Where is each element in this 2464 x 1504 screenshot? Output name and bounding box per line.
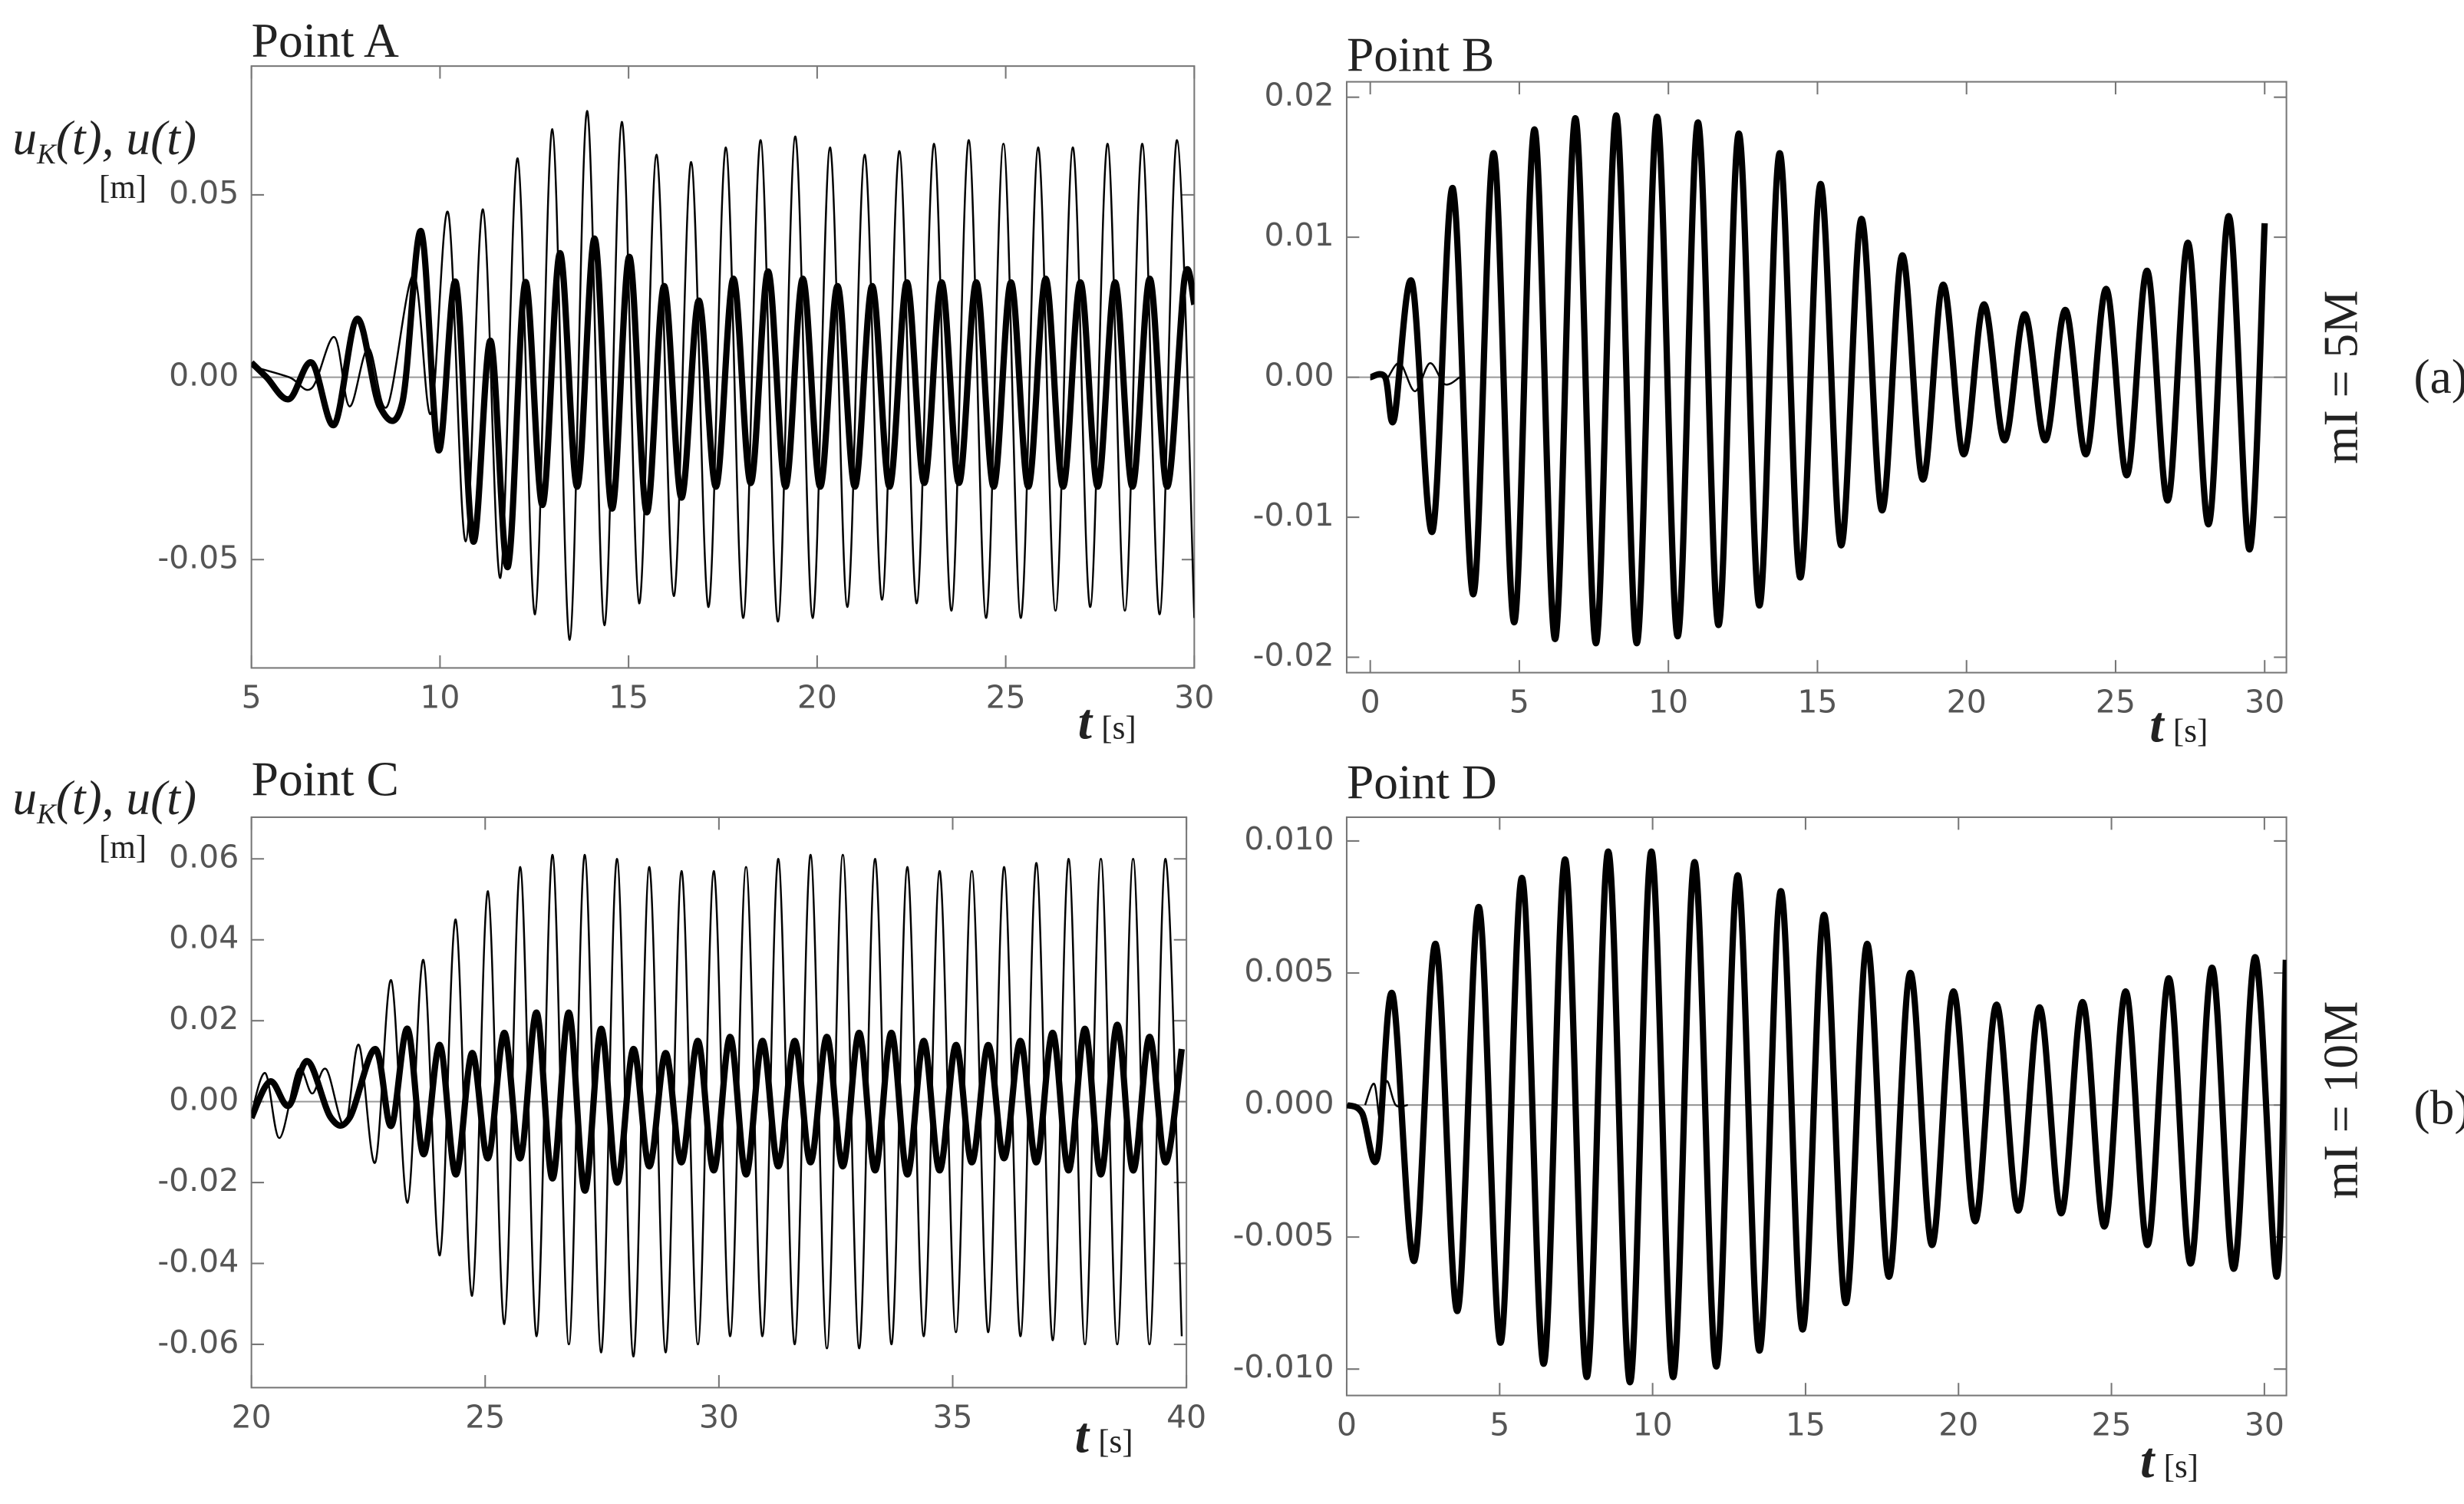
- x-tick-label: 10: [1648, 684, 1688, 721]
- x-tick-label: 30: [2245, 684, 2284, 721]
- x-tick-label: 0: [1361, 684, 1380, 721]
- x-tick-label: 20: [1938, 1407, 1978, 1443]
- y-tick-label: 0.02: [169, 1000, 239, 1037]
- panel-title: Point C: [252, 751, 399, 806]
- x-tick-label: 25: [986, 678, 1026, 715]
- y-tick-label: -0.06: [157, 1324, 239, 1361]
- x-tick-label: 25: [2092, 1407, 2132, 1443]
- y-label-main: u: [12, 770, 37, 825]
- y-unit: [m]: [99, 830, 147, 866]
- x-tick-label: 5: [1489, 1407, 1509, 1443]
- panel-title: Point B: [1347, 27, 1494, 81]
- x-tick-label: 20: [232, 1398, 272, 1435]
- panel-label: (b): [2413, 1080, 2464, 1134]
- panel-title: Point D: [1347, 754, 1497, 809]
- y-axis-label: uK(t), u(t): [12, 110, 196, 170]
- x-var: t: [2149, 698, 2165, 754]
- y-tick-label: 0.010: [1244, 820, 1334, 857]
- y-label-main: u: [12, 110, 37, 165]
- x-tick-label: 15: [609, 678, 648, 715]
- x-tick-label: 10: [1633, 1407, 1673, 1443]
- y-tick-label: -0.02: [1253, 637, 1334, 674]
- panel-title: Point A: [252, 13, 399, 68]
- x-tick-label: 5: [1509, 684, 1529, 721]
- panel: 0 5 10 15 20 25 30 0.010 0.005 0.000 -0.005 -0.010 P…: [1233, 754, 2464, 1489]
- x-var: t: [1078, 695, 1093, 750]
- y-tick-label: 0.005: [1244, 952, 1334, 989]
- x-tick-label: 15: [1786, 1407, 1826, 1443]
- x-tick-label: 25: [465, 1398, 505, 1435]
- y-tick-label: 0.00: [169, 1081, 239, 1118]
- y-unit: [m]: [99, 170, 147, 206]
- series-line: [251, 1009, 1186, 1194]
- series-line: [251, 228, 1195, 570]
- x-tick-label: 10: [420, 678, 460, 715]
- x-tick-label: 30: [1174, 678, 1214, 715]
- y-tick-label: 0.04: [169, 919, 239, 956]
- row-label: mI = 5M: [2314, 290, 2368, 463]
- x-axis-label: t [s]: [1078, 695, 1136, 750]
- y-tick-label: 0.05: [169, 174, 239, 211]
- y-label-sub: K: [36, 138, 58, 170]
- y-tick-label: 0.06: [169, 838, 239, 875]
- x-tick-label: 20: [1947, 684, 1987, 721]
- y-tick-label: -0.02: [157, 1162, 239, 1199]
- x-tick-label: 20: [797, 678, 837, 715]
- y-tick-label: 0.02: [1264, 77, 1334, 114]
- x-tick-label: 5: [242, 678, 262, 715]
- y-tick-label: -0.04: [157, 1242, 239, 1279]
- y-tick-label: 0.01: [1264, 216, 1334, 253]
- x-tick-label: 0: [1337, 1407, 1357, 1443]
- x-tick-label: 40: [1166, 1398, 1206, 1435]
- x-axis-label: t [s]: [2149, 698, 2208, 754]
- y-tick-label: -0.05: [157, 539, 239, 576]
- y-tick-label: -0.01: [1253, 496, 1334, 533]
- x-unit: [s]: [1101, 711, 1136, 747]
- x-tick-label: 35: [932, 1398, 972, 1435]
- y-tick-label: -0.005: [1233, 1216, 1334, 1253]
- y-tick-label: 0.000: [1244, 1084, 1334, 1121]
- x-unit: [s]: [2164, 1449, 2198, 1485]
- x-var: t: [2140, 1433, 2156, 1489]
- x-tick-label: 30: [2245, 1407, 2284, 1443]
- panel: 20 25 30 35 40 0.06 0.04 0.02 0.00 -0.02 -0.04 -0.0…: [12, 751, 1206, 1463]
- series-line: [1369, 112, 2268, 647]
- y-tick-label: -0.010: [1233, 1348, 1334, 1385]
- panel-label: (a): [2413, 349, 2464, 404]
- x-tick-label: 25: [2096, 684, 2136, 721]
- x-axis-label: t [s]: [2140, 1433, 2198, 1489]
- x-tick-label: 30: [699, 1398, 739, 1435]
- x-unit: [s]: [2173, 714, 2208, 750]
- y-axis-label: uK(t), u(t): [12, 770, 196, 830]
- y-label-rest: (t), u(t): [56, 110, 196, 165]
- panel: 0 5 10 15 20 25 30 0.02 0.01 0.00 -0.01 -0.02 Point …: [1253, 27, 2464, 753]
- y-label-rest: (t), u(t): [56, 770, 196, 825]
- panel: 5 10 15 20 25 30 0.05 0.00 -0.05 Point A t [s] uK(t)…: [12, 13, 1214, 750]
- x-axis-label: t [s]: [1075, 1408, 1133, 1463]
- x-var: t: [1075, 1408, 1090, 1463]
- y-label-sub: K: [36, 798, 58, 830]
- x-tick-label: 15: [1797, 684, 1837, 721]
- x-unit: [s]: [1098, 1423, 1133, 1459]
- row-label: mI = 10M: [2314, 1001, 2368, 1199]
- series-line: [1346, 848, 2287, 1386]
- y-tick-label: 0.00: [1264, 357, 1334, 394]
- y-tick-label: 0.00: [169, 357, 239, 394]
